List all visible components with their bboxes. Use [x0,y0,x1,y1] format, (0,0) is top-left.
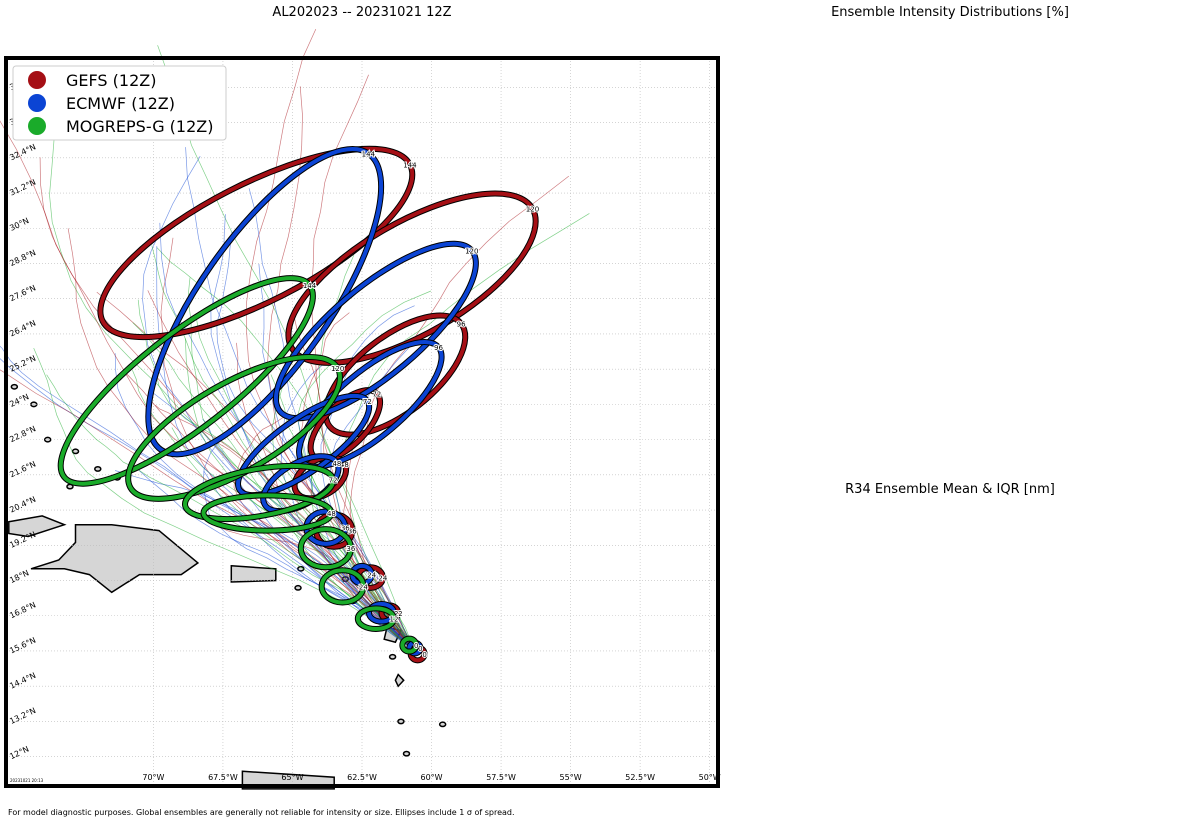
lon-tick-label-0: 70°W [142,773,164,782]
mogreps-ellipse-48 [201,493,334,533]
mogreps-tau-label-120: 120 [331,365,344,373]
lon-tick-label-2: 65°W [281,773,303,782]
land-4 [394,673,405,688]
islet-1 [43,436,52,443]
ecmwf-tau-label-48: 48 [332,460,341,468]
map-frame [4,56,720,788]
legend-label-mogreps: MOGREPS-G (12Z) [66,117,213,136]
islet-3 [10,383,19,390]
track-map: 1441209672483624120144120967248362412014… [0,28,721,790]
legend-label-gefs: GEFS (12Z) [66,71,156,90]
map-legend: GEFS (12Z) ECMWF (12Z) MOGREPS-G (12Z) [12,65,227,141]
mogreps-tau-label-48: 48 [327,510,336,518]
gefs-tau-label-24: 24 [378,575,387,583]
islet-0 [71,448,80,455]
mogreps-ellipse-144 [58,276,315,486]
legend-label-ecmwf: ECMWF (12Z) [66,94,175,113]
land-2 [230,564,277,583]
track-line-11 [33,347,416,652]
gefs-tau-label-144: 144 [403,162,417,170]
mogreps-ellipse-36 [298,527,353,570]
mogreps-ellipse-12 [355,606,396,631]
mogreps-ellipse-120 [126,354,342,501]
land-0 [8,515,67,538]
lon-tick-label-6: 55°W [560,773,582,782]
islet-4 [94,466,102,472]
mogreps-tau-label-144: 144 [303,282,317,290]
legend-marker-gefs [28,71,46,89]
gefs-tau-label-72: 72 [372,390,381,398]
ecmwf-tau-label-144: 144 [362,151,376,159]
islet-16 [438,721,447,728]
lon-tick-label-7: 52.5°W [625,773,655,782]
mogreps-tau-label-12: 12 [390,616,399,624]
mogreps-ellipse-24 [319,568,366,605]
mogreps-tau-label-0: 0 [414,642,418,650]
map-title: AL202023 -- 20231021 12Z [272,5,452,20]
gefs-tau-label-12: 12 [394,610,403,618]
ecmwf-tau-label-72: 72 [363,398,372,406]
track-line-55 [210,214,416,652]
track-line-59 [188,277,416,652]
mogreps-tau-label-24: 24 [359,583,368,591]
intensity-title: Ensemble Intensity Distributions [%] [831,5,1069,20]
islet-13 [397,718,405,725]
islet-12 [388,653,397,660]
track-line-36 [246,28,416,652]
mogreps-ellipse-0 [400,636,419,654]
lon-tick-label-8: 50°W [699,773,721,782]
map-stamp: 20231021 20:13 [10,778,44,783]
lon-tick-label-3: 62.5°W [347,773,377,782]
mogreps-tau-label-72: 72 [329,476,338,484]
ecmwf-tau-label-36: 36 [341,525,350,533]
islet-14 [402,750,411,757]
track-line-57 [67,228,416,652]
track-line-41 [151,245,416,652]
r34-title: R34 Ensemble Mean & IQR [nm] [845,482,1055,497]
legend-marker-mogreps [28,117,46,135]
legend-marker-ecmwf [28,94,46,112]
ecmwf-tau-label-96: 96 [434,344,443,352]
footer-note: For model diagnostic purposes. Global en… [8,808,515,817]
gefs-tau-label-120: 120 [526,206,539,214]
ecmwf-ellipse-144 [146,147,384,457]
track-line-22 [142,156,416,652]
gefs-tau-label-36: 36 [348,528,357,536]
land-1 [30,523,200,594]
islet-8 [294,584,302,591]
gefs-ellipse-144 [98,146,415,340]
mogreps-tau-label-36: 36 [346,545,355,553]
ecmwf-tau-label-120: 120 [465,248,478,256]
ecmwf-ellipse-120 [273,241,478,421]
track-line-37 [159,222,416,652]
lon-tick-label-4: 60°W [420,773,442,782]
lon-tick-label-1: 67.5°W [208,773,238,782]
gefs-tau-label-48: 48 [340,461,349,469]
ecmwf-tau-label-24: 24 [367,572,376,580]
mogreps-ellipse-72 [183,463,336,522]
lon-tick-label-5: 57.5°W [486,773,516,782]
track-line-8 [132,322,416,652]
track-line-44 [46,374,416,652]
legend-box [12,65,227,141]
ecmwf-tau-label-0: 0 [418,645,422,653]
gefs-tau-label-0: 0 [422,651,426,659]
gefs-tau-label-96: 96 [457,321,466,329]
